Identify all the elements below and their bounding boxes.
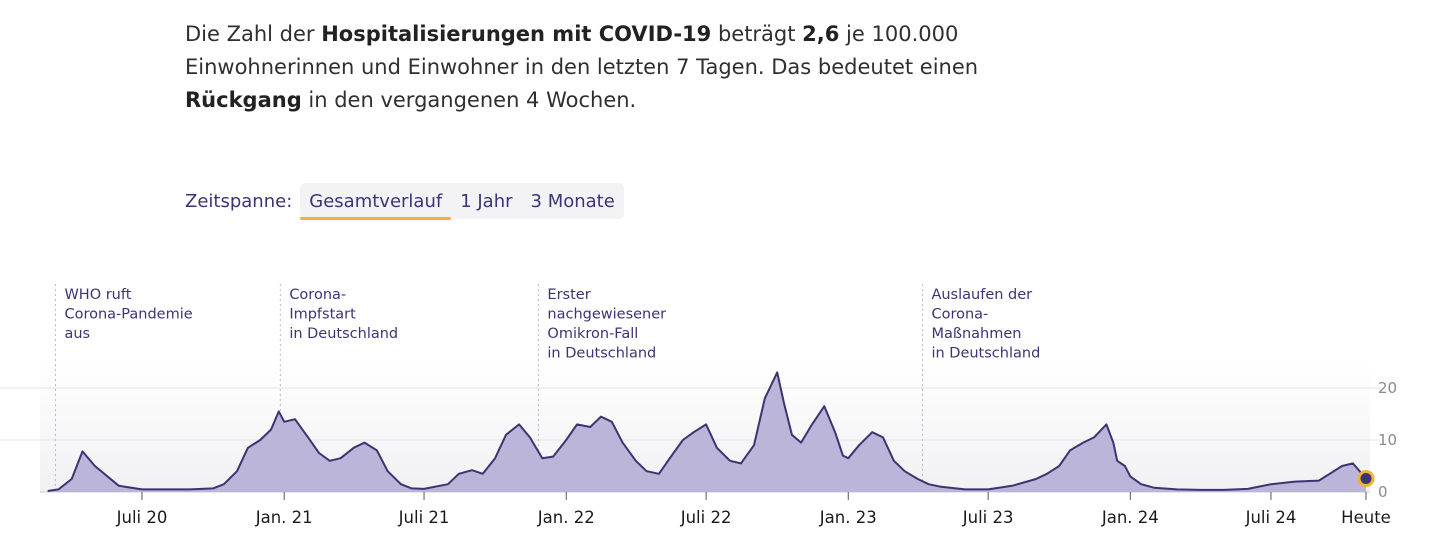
annotation-text: nachgewiesener bbox=[547, 307, 666, 323]
annotation-text: in Deutschland bbox=[931, 346, 1040, 362]
y-tick-label: 20 bbox=[1378, 379, 1397, 397]
summary-bold-3: Rückgang bbox=[185, 88, 302, 112]
x-tick-label: Juli 20 bbox=[116, 508, 168, 527]
summary-part-2: beträgt bbox=[711, 22, 803, 46]
annotation-text: Corona- bbox=[931, 307, 988, 323]
annotation-text: aus bbox=[64, 326, 90, 342]
tab-3-monate[interactable]: 3 Monate bbox=[530, 190, 615, 212]
summary-bold-2: 2,6 bbox=[802, 22, 840, 46]
y-tick-label: 0 bbox=[1378, 483, 1388, 501]
x-tick-label: Heute bbox=[1341, 508, 1391, 527]
summary-part-3: je 100.000 Einwohnerinnen und Einwohner … bbox=[185, 22, 979, 79]
summary-part-1: Die Zahl der bbox=[185, 22, 322, 46]
annotation-text: Omikron-Fall bbox=[547, 326, 638, 342]
annotations: WHO ruft Corona-Pandemie aus Corona- Impfsta… bbox=[54, 284, 1040, 492]
x-tick-label: Jan. 22 bbox=[537, 508, 595, 527]
annotation-text: Erster bbox=[547, 287, 590, 303]
x-tick-label: Jan. 23 bbox=[819, 508, 877, 527]
tab-gesamtverlauf[interactable]: Gesamtverlauf bbox=[300, 183, 452, 220]
y-axis: 0 10 20 bbox=[1378, 379, 1397, 501]
x-tick-label: Juli 22 bbox=[680, 508, 732, 527]
tab-1-jahr[interactable]: 1 Jahr bbox=[460, 190, 513, 212]
x-tick-label: Jan. 24 bbox=[1101, 508, 1159, 527]
x-axis: Juli 20 Jan. 21 Juli 21 Jan. 22 Juli 22 Jan. … bbox=[116, 492, 1391, 527]
annotation-text: in Deutschland bbox=[289, 326, 398, 342]
x-tick-label: Juli 23 bbox=[962, 508, 1014, 527]
hospitalization-chart: WHO ruft Corona-Pandemie aus Corona- Impfsta… bbox=[0, 284, 1397, 527]
zeitspanne-tabs: Gesamtverlauf 1 Jahr 3 Monate bbox=[300, 183, 624, 220]
annotation-text: in Deutschland bbox=[547, 346, 656, 362]
y-tick-label: 10 bbox=[1378, 431, 1397, 449]
area-fill bbox=[47, 372, 1367, 492]
summary-part-4: in den vergangenen 4 Wochen. bbox=[301, 88, 637, 112]
annotation-text: WHO ruft bbox=[64, 287, 131, 303]
zeitspanne-selector: Zeitspanne: Gesamtverlauf 1 Jahr 3 Monat… bbox=[185, 183, 624, 220]
x-tick-label: Jan. 21 bbox=[255, 508, 313, 527]
annotation-text: Maßnahmen bbox=[931, 326, 1021, 342]
current-value-marker[interactable] bbox=[1357, 469, 1375, 487]
zeitspanne-label: Zeitspanne: bbox=[185, 190, 293, 212]
annotation-text: Auslaufen der bbox=[931, 287, 1032, 303]
summary-bold-1: Hospitalisierungen mit COVID-19 bbox=[321, 22, 712, 46]
series-line bbox=[47, 371, 1367, 492]
summary-text: Die Zahl der Hospitalisierungen mit COVI… bbox=[185, 18, 1045, 117]
annotation-text: Impfstart bbox=[289, 307, 356, 323]
x-tick-label: Juli 21 bbox=[398, 508, 450, 527]
x-tick-label: Juli 24 bbox=[1245, 508, 1297, 527]
annotation-text: Corona-Pandemie bbox=[64, 307, 192, 323]
annotation-text: Corona- bbox=[289, 287, 346, 303]
